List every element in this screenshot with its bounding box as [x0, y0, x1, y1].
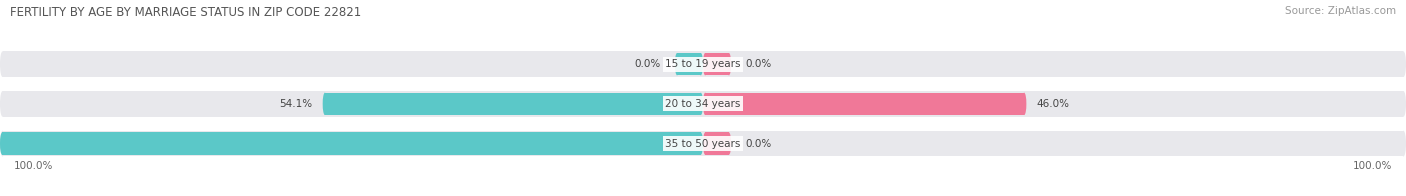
Ellipse shape [0, 51, 6, 77]
Ellipse shape [703, 132, 707, 155]
Ellipse shape [727, 53, 731, 75]
Bar [325, 93, 700, 115]
Text: 46.0%: 46.0% [1038, 99, 1070, 109]
Bar [3, 131, 1403, 156]
Bar [3, 132, 700, 155]
Bar [706, 53, 728, 75]
Text: 0.0%: 0.0% [634, 59, 661, 69]
Ellipse shape [699, 132, 703, 155]
Ellipse shape [0, 132, 4, 155]
Ellipse shape [0, 91, 6, 117]
Text: 100.0%: 100.0% [1353, 161, 1392, 171]
Ellipse shape [322, 93, 328, 115]
Text: 0.0%: 0.0% [745, 139, 772, 149]
Bar [3, 91, 1403, 117]
Ellipse shape [1400, 91, 1406, 117]
Ellipse shape [1022, 93, 1026, 115]
Text: 54.1%: 54.1% [278, 99, 312, 109]
Text: 35 to 50 years: 35 to 50 years [665, 139, 741, 149]
Bar [706, 93, 1024, 115]
Text: 20 to 34 years: 20 to 34 years [665, 99, 741, 109]
Text: 100.0%: 100.0% [14, 161, 53, 171]
Text: FERTILITY BY AGE BY MARRIAGE STATUS IN ZIP CODE 22821: FERTILITY BY AGE BY MARRIAGE STATUS IN Z… [10, 6, 361, 19]
Ellipse shape [1400, 131, 1406, 156]
Ellipse shape [703, 93, 707, 115]
Text: 0.0%: 0.0% [745, 59, 772, 69]
Ellipse shape [1400, 51, 1406, 77]
Ellipse shape [675, 53, 679, 75]
Ellipse shape [0, 131, 6, 156]
Bar [678, 53, 700, 75]
Bar [3, 51, 1403, 77]
Ellipse shape [699, 93, 703, 115]
Ellipse shape [699, 53, 703, 75]
Ellipse shape [703, 53, 707, 75]
Ellipse shape [727, 132, 731, 155]
Bar [706, 132, 728, 155]
Text: Source: ZipAtlas.com: Source: ZipAtlas.com [1285, 6, 1396, 16]
Text: 15 to 19 years: 15 to 19 years [665, 59, 741, 69]
